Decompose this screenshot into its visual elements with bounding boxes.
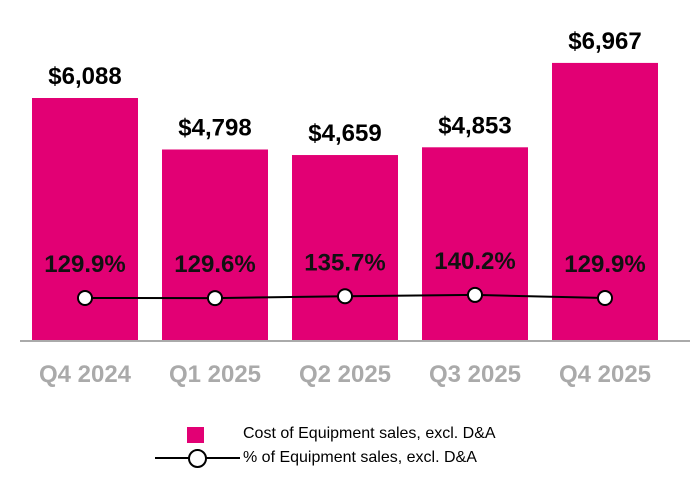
bar — [162, 149, 268, 341]
line-value-label: 129.9% — [564, 251, 645, 278]
line-value-label: 140.2% — [434, 248, 515, 275]
bar-value-label: $4,798 — [178, 114, 251, 141]
line-point — [337, 288, 353, 305]
line-point — [467, 286, 483, 303]
bar — [422, 147, 528, 341]
line-value-label: 129.9% — [44, 251, 125, 278]
bar-value-label: $6,088 — [48, 63, 121, 90]
legend-bar-label: Cost of Equipment sales, excl. D&A — [243, 425, 496, 442]
line-point — [207, 290, 223, 307]
bar-value-label: $4,853 — [438, 112, 511, 139]
x-tick-label: Q2 2025 — [299, 361, 391, 388]
line-point — [597, 290, 613, 306]
x-tick-label: Q3 2025 — [429, 361, 521, 388]
line-value-label: 135.7% — [304, 249, 385, 276]
bar-value-label: $4,659 — [308, 120, 381, 147]
legend-line-marker — [188, 449, 207, 468]
legend-bar-swatch — [187, 427, 204, 443]
x-tick-label: Q1 2025 — [169, 361, 261, 388]
line-value-label: 129.6% — [174, 251, 255, 278]
bar-value-label: $6,967 — [568, 28, 641, 55]
line-point — [77, 290, 93, 306]
x-tick-label: Q4 2024 — [39, 361, 132, 388]
x-tick-label: Q4 2025 — [559, 361, 651, 388]
bar — [292, 155, 398, 341]
legend-line-label: % of Equipment sales, excl. D&A — [243, 449, 477, 466]
